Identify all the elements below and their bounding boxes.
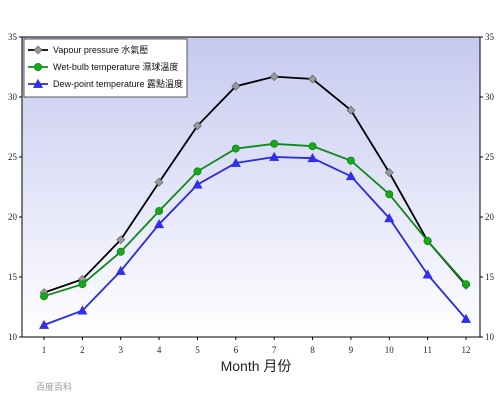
data-point: [269, 151, 280, 161]
series-line: [43, 75, 467, 294]
data-point: [193, 167, 202, 176]
data-point: [269, 72, 279, 82]
y-tick-label-left: 35: [8, 32, 18, 42]
data-point: [231, 144, 240, 153]
data-point: [78, 280, 87, 289]
data-point: [308, 142, 317, 151]
series-2: [40, 139, 470, 301]
data-point: [230, 157, 241, 167]
x-tick-label: 11: [423, 345, 432, 355]
x-tick-label: 7: [272, 345, 277, 355]
x-tick-label: 3: [118, 345, 123, 355]
data-point: [270, 139, 279, 148]
data-point: [385, 190, 394, 199]
x-tick-label: 6: [234, 345, 239, 355]
data-point: [345, 171, 356, 181]
legend-marker: [32, 78, 44, 88]
y-tick-label-left: 25: [8, 152, 18, 162]
series-3: [38, 151, 472, 329]
y-tick-label-right: 15: [485, 272, 495, 282]
data-point: [40, 292, 49, 301]
data-point: [460, 313, 472, 323]
data-point: [461, 280, 470, 289]
data-point: [192, 179, 203, 189]
data-point: [384, 213, 395, 223]
data-point: [77, 305, 88, 315]
data-point: [116, 247, 125, 256]
y-tick-label-left: 30: [8, 92, 18, 102]
x-tick-label: 8: [310, 345, 315, 355]
legend: Vapour pressure 水氣壓 Wet-bulb temperature …: [23, 38, 188, 98]
y-tick-label-left: 15: [8, 272, 18, 282]
legend-marker: [34, 63, 43, 72]
data-point: [384, 168, 394, 178]
data-point: [307, 153, 318, 163]
data-point: [422, 269, 433, 279]
data-point: [193, 121, 202, 131]
data-point: [308, 74, 317, 84]
data-point: [154, 219, 165, 229]
y-tick-label-right: 35: [485, 32, 495, 42]
x-tick-label: 2: [80, 345, 85, 355]
y-tick-label-left: 20: [8, 212, 18, 222]
y-tick-label-right: 20: [485, 212, 495, 222]
legend-label: Vapour pressure 水氣壓: [53, 44, 148, 55]
legend-label: Dew-point temperature 露點溫度: [53, 78, 183, 89]
y-tick-label-right: 25: [485, 152, 495, 162]
y-tick-label-right: 30: [485, 92, 495, 102]
data-point: [115, 265, 126, 275]
legend-box: [23, 38, 188, 98]
x-tick-label: 4: [157, 345, 162, 355]
data-point: [38, 319, 50, 329]
x-tick-label: 10: [385, 345, 395, 355]
series-line: [43, 142, 467, 298]
x-tick-label: 9: [349, 345, 354, 355]
x-tick-label: 5: [195, 345, 200, 355]
legend-marker: [33, 45, 43, 55]
data-point: [231, 81, 241, 91]
data-point: [423, 236, 432, 245]
y-tick-label-right: 10: [485, 332, 495, 342]
data-point: [346, 105, 356, 115]
data-point: [116, 235, 126, 245]
y-tick-label-left: 10: [8, 332, 18, 342]
x-axis-title: Month 月份: [221, 358, 292, 374]
data-point: [154, 177, 164, 187]
x-tick-label: 1: [42, 345, 47, 355]
data-point: [346, 156, 355, 165]
data-point: [155, 206, 164, 215]
watermark-text: 百度百科: [36, 381, 72, 393]
legend-label: Wet-bulb temperature 濕球溫度: [53, 61, 178, 72]
x-tick-label: 12: [462, 345, 471, 355]
series-line: [43, 156, 467, 326]
